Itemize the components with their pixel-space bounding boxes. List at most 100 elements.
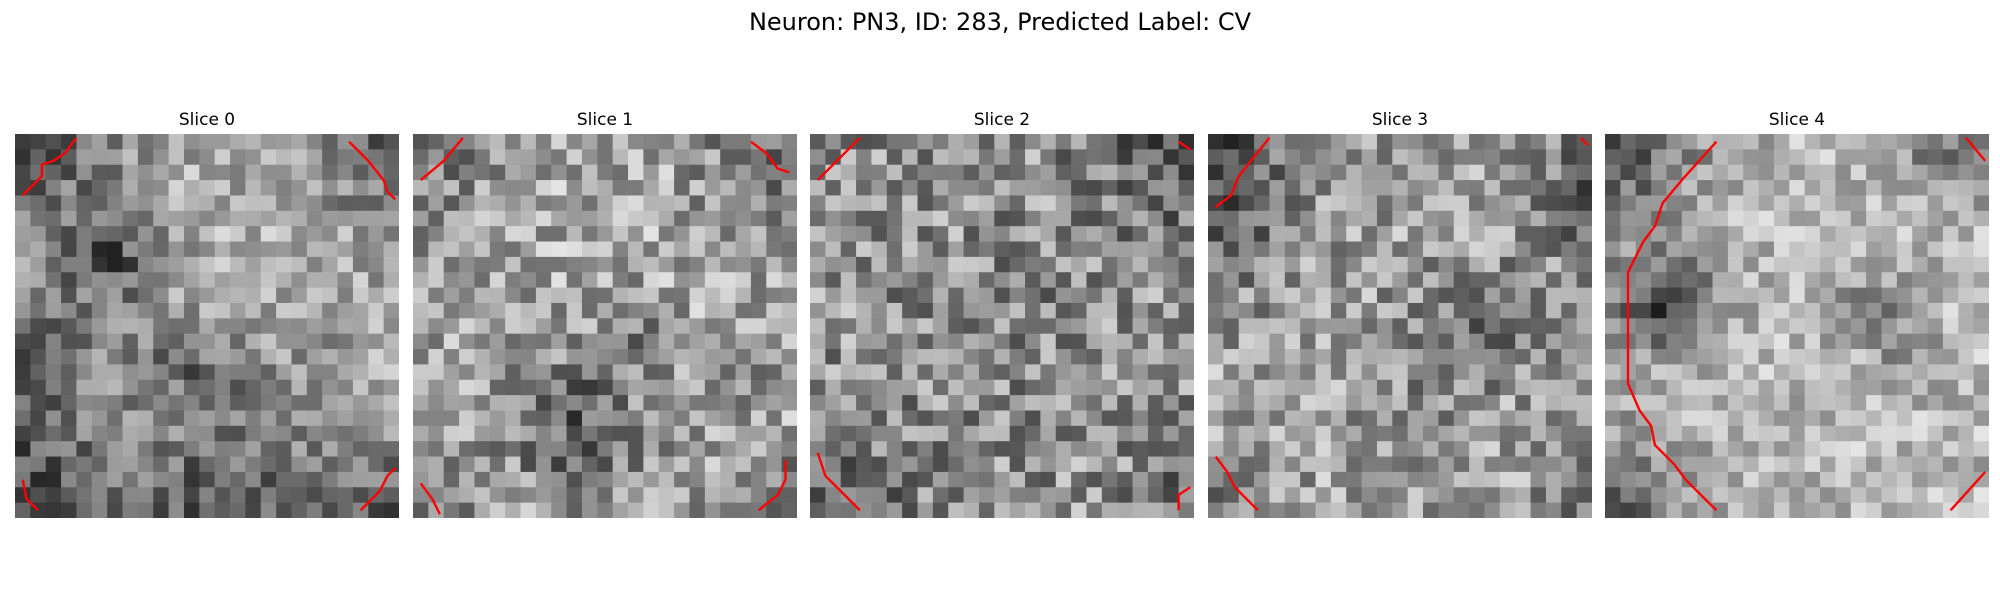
pixel [107,425,123,442]
pixel [1178,471,1194,488]
pixel [581,149,598,166]
pixel [61,456,77,473]
pixel [856,471,872,488]
pixel [1697,456,1713,473]
pixel [1438,318,1455,335]
pixel [306,425,323,442]
pixel [1789,134,1806,150]
pixel [581,379,598,396]
pixel [276,226,292,242]
pixel [932,302,949,319]
pixel [122,164,139,181]
pixel [1223,379,1240,396]
pixel [1117,241,1133,258]
pixel [1866,195,1882,212]
pixel [1117,333,1133,350]
pixel [1835,410,1852,427]
pixel [1927,272,1944,288]
pixel [566,180,583,196]
pixel [1850,441,1867,457]
pixel [428,210,445,227]
pixel [1820,302,1836,319]
pixel [443,272,460,288]
pixel [781,395,797,411]
pixel [1773,318,1790,335]
pixel [1881,395,1898,411]
pixel [1620,502,1637,518]
pixel [597,379,614,396]
pixel [1147,134,1164,150]
pixel [1071,164,1087,181]
pixel [459,456,475,473]
pixel [1743,441,1759,457]
pixel [917,302,934,319]
pixel [581,456,598,473]
pixel [15,287,31,304]
pixel [1300,502,1316,518]
pixel [153,226,169,242]
pixel [153,349,169,365]
pixel [137,256,154,273]
pixel [750,195,767,212]
pixel [963,272,980,288]
pixel [886,164,903,181]
pixel [1147,149,1164,166]
pixel [1284,164,1301,181]
pixel [1651,502,1667,518]
pixel [245,502,262,518]
pixel [489,487,506,504]
pixel [413,487,429,504]
pixel [1605,134,1621,150]
pixel [766,318,783,335]
pixel [1866,318,1882,335]
pixel [781,410,797,427]
pixel [489,210,506,227]
pixel [750,318,767,335]
pixel [1086,456,1103,473]
pixel [902,302,918,319]
pixel [107,349,123,365]
pixel [61,425,77,442]
pixel [413,149,429,166]
pixel [1009,164,1026,181]
pixel [917,349,934,365]
pixel [856,410,872,427]
pixel [1453,333,1470,350]
pixel [1545,195,1562,212]
pixel [628,395,644,411]
pixel [871,425,888,442]
pixel [1254,410,1270,427]
pixel [91,456,108,473]
pixel [597,502,614,518]
pixel [766,441,783,457]
pixel [260,502,277,518]
pixel [535,471,552,488]
pixel [1835,425,1852,442]
pixel [199,425,216,442]
pixel [428,441,445,457]
pixel [122,333,139,350]
pixel [1117,349,1133,365]
pixel [1269,272,1286,288]
pixel [1712,149,1729,166]
pixel [337,241,354,258]
pixel [474,456,491,473]
pixel [1407,149,1424,166]
pixel [643,456,660,473]
pixel [1912,226,1928,242]
pixel [1912,333,1928,350]
pixel [886,195,903,212]
pixel [91,318,108,335]
pixel [1178,134,1194,150]
pixel [1330,210,1347,227]
pixel [322,487,338,504]
pixel [1117,226,1133,242]
pixel [1086,471,1103,488]
pixel [871,410,888,427]
pixel [260,195,277,212]
pixel [612,180,629,196]
pixel [643,287,660,304]
pixel [1438,502,1455,518]
pixel [1484,318,1501,335]
pixel [1392,333,1409,350]
